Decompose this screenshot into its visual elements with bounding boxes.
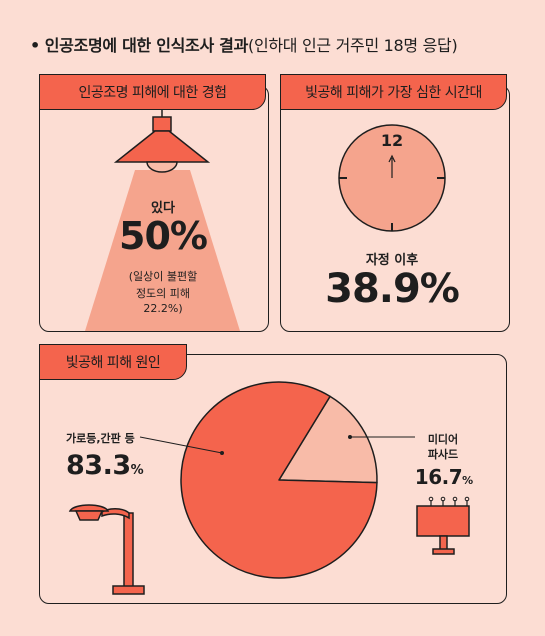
time-tag-text: 빛공해 피해가 가장 심한 시간대 (305, 85, 482, 101)
headline-bullet: • (30, 36, 40, 55)
cause-panel (39, 354, 507, 604)
cause-left-label: 가로등,간판 등 (66, 432, 135, 445)
leader-line-left (139, 436, 223, 454)
experience-label: 있다 (151, 201, 175, 216)
experience-value: 50% (119, 214, 208, 258)
time-label: 자정 이후 (365, 253, 419, 268)
cause-right-label-line-2: 파사드 (427, 448, 459, 461)
headline-title: 인공조명에 대한 인식조사 결과 (44, 36, 249, 55)
cause-left-unit: % (130, 463, 144, 478)
streetlamp-icon (68, 504, 145, 595)
time-tag: 빛공해 피해가 가장 심한 시간대 (280, 74, 507, 110)
experience-tag-text: 인공조명 피해에 대한 경험 (78, 85, 227, 101)
cause-left-value: 83.3 (66, 450, 131, 481)
clock-number: 12 (380, 131, 404, 150)
pie-slice-media-facade (278, 395, 378, 484)
lamp-bulb (146, 161, 178, 173)
light-cone (85, 170, 240, 331)
headline: • 인공조명에 대한 인식조사 결과(인하대 인근 거주민 18명 응답) (30, 32, 458, 56)
cause-left-value-wrap: 83.3% (66, 450, 144, 481)
headline-subtitle: (인하대 인근 거주민 18명 응답) (248, 36, 458, 55)
experience-note-line-1: (일상이 불편할 (128, 270, 198, 283)
billboard-icon (416, 496, 470, 555)
cause-right-label-line-1: 미디어 (427, 433, 459, 446)
cause-right-value-wrap: 16.7% (408, 465, 480, 489)
cause-tag-text: 빛공해 피해 원인 (65, 355, 161, 371)
experience-note-line-3: 22.2%) (143, 302, 183, 315)
pie-slice-streetlamp-signage (180, 381, 378, 579)
experience-note-line-2: 정도의 피해 (135, 287, 191, 300)
cause-tag: 빛공해 피해 원인 (39, 344, 187, 380)
cause-right-unit: % (462, 474, 474, 487)
leader-dot-right (348, 435, 352, 439)
experience-tag: 인공조명 피해에 대한 경험 (39, 74, 266, 110)
cause-right-value: 16.7 (414, 465, 463, 489)
clock-hand-arrow (388, 154, 396, 163)
time-value: 38.9% (325, 266, 460, 312)
lamp-shade (113, 130, 211, 163)
leader-dot-left (220, 451, 224, 455)
